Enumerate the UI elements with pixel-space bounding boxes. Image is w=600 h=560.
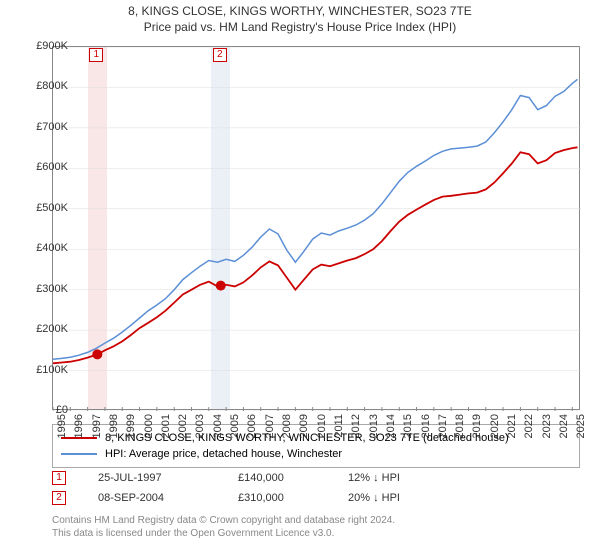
y-axis-label: £100K bbox=[20, 364, 68, 376]
x-axis-label: 2012 bbox=[350, 414, 362, 438]
footer-attribution: Contains HM Land Registry data © Crown c… bbox=[52, 514, 395, 540]
table-row: 1 25-JUL-1997 £140,000 12% ↓ HPI bbox=[52, 468, 580, 488]
x-axis-label: 2008 bbox=[281, 414, 293, 438]
legend-swatch-hpi bbox=[61, 453, 97, 455]
x-axis-label: 2016 bbox=[420, 414, 432, 438]
legend-row: HPI: Average price, detached house, Winc… bbox=[61, 446, 571, 462]
transaction-badge: 1 bbox=[52, 471, 66, 485]
x-axis-label: 2000 bbox=[143, 414, 155, 438]
y-axis-label: £500K bbox=[20, 202, 68, 214]
chart-container: 8, KINGS CLOSE, KINGS WORTHY, WINCHESTER… bbox=[0, 0, 600, 560]
y-axis-label: £900K bbox=[20, 40, 68, 52]
x-axis-label: 1998 bbox=[108, 414, 120, 438]
x-axis-label: 2014 bbox=[385, 414, 397, 438]
x-axis-label: 2011 bbox=[333, 414, 345, 438]
x-axis-label: 1997 bbox=[91, 414, 103, 438]
x-axis-label: 2003 bbox=[194, 414, 206, 438]
transaction-table: 1 25-JUL-1997 £140,000 12% ↓ HPI 2 08-SE… bbox=[52, 468, 580, 508]
x-axis-label: 2022 bbox=[523, 414, 535, 438]
x-axis-label: 2019 bbox=[471, 414, 483, 438]
legend-label-hpi: HPI: Average price, detached house, Winc… bbox=[105, 448, 342, 460]
x-axis-label: 2018 bbox=[454, 414, 466, 438]
x-axis-label: 2015 bbox=[402, 414, 414, 438]
table-row: 2 08-SEP-2004 £310,000 20% ↓ HPI bbox=[52, 488, 580, 508]
transaction-date: 25-JUL-1997 bbox=[98, 472, 238, 484]
transaction-badge: 2 bbox=[52, 491, 66, 505]
x-axis-label: 2001 bbox=[160, 414, 172, 438]
x-axis-label: 1999 bbox=[125, 414, 137, 438]
chart-marker-badge: 2 bbox=[213, 48, 227, 62]
x-axis-label: 2006 bbox=[246, 414, 258, 438]
x-axis-label: 1996 bbox=[73, 414, 85, 438]
x-axis-label: 2002 bbox=[177, 414, 189, 438]
x-axis-label: 2007 bbox=[264, 414, 276, 438]
transaction-price: £140,000 bbox=[238, 472, 348, 484]
x-axis-label: 2021 bbox=[506, 414, 518, 438]
y-axis-label: £600K bbox=[20, 161, 68, 173]
y-axis-label: £300K bbox=[20, 283, 68, 295]
y-axis-label: £400K bbox=[20, 242, 68, 254]
transaction-delta: 20% ↓ HPI bbox=[348, 492, 468, 504]
transaction-date: 08-SEP-2004 bbox=[98, 492, 238, 504]
y-axis-label: £800K bbox=[20, 80, 68, 92]
chart-subtitle: Price paid vs. HM Land Registry's House … bbox=[0, 20, 600, 34]
chart-svg bbox=[53, 47, 581, 411]
y-axis-label: £700K bbox=[20, 121, 68, 133]
transaction-delta: 12% ↓ HPI bbox=[348, 472, 468, 484]
x-axis-label: 2013 bbox=[368, 414, 380, 438]
x-axis-label: 2009 bbox=[298, 414, 310, 438]
x-axis-label: 1995 bbox=[56, 414, 68, 438]
transaction-price: £310,000 bbox=[238, 492, 348, 504]
chart-marker-badge: 1 bbox=[89, 48, 103, 62]
x-axis-label: 2024 bbox=[558, 414, 570, 438]
x-axis-label: 2005 bbox=[229, 414, 241, 438]
x-axis-label: 2020 bbox=[489, 414, 501, 438]
chart-title-address: 8, KINGS CLOSE, KINGS WORTHY, WINCHESTER… bbox=[0, 4, 600, 18]
chart-plot-area bbox=[52, 46, 580, 410]
x-axis-label: 2017 bbox=[437, 414, 449, 438]
footer-line: Contains HM Land Registry data © Crown c… bbox=[52, 514, 395, 527]
title-block: 8, KINGS CLOSE, KINGS WORTHY, WINCHESTER… bbox=[0, 0, 600, 34]
x-axis-label: 2010 bbox=[316, 414, 328, 438]
x-axis-label: 2025 bbox=[575, 414, 587, 438]
footer-line: This data is licensed under the Open Gov… bbox=[52, 527, 395, 540]
x-axis-label: 2023 bbox=[541, 414, 553, 438]
y-axis-label: £200K bbox=[20, 323, 68, 335]
x-axis-label: 2004 bbox=[212, 414, 224, 438]
